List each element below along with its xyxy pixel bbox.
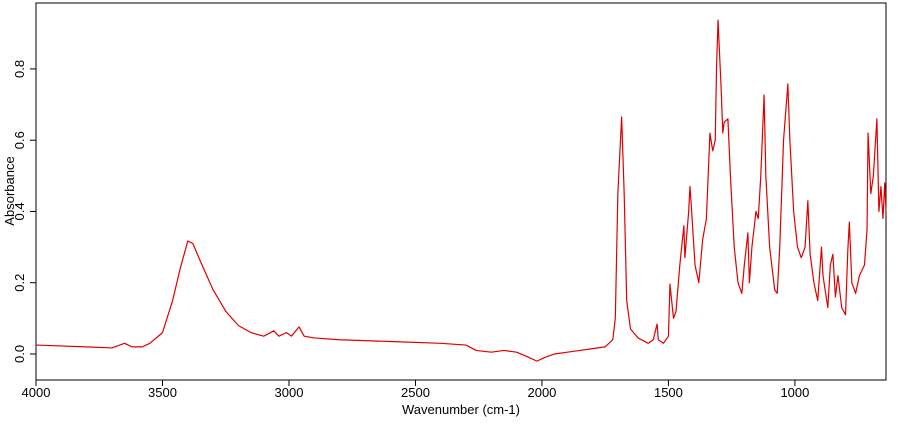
y-axis-label: Absorbance — [2, 156, 17, 225]
x-tick-label: 3000 — [275, 385, 304, 400]
x-tick-label: 1500 — [654, 385, 683, 400]
x-tick-label: 1000 — [780, 385, 809, 400]
y-tick-label: 0.0 — [12, 345, 27, 363]
x-tick-label: 2500 — [401, 385, 430, 400]
y-tick-label: 0.6 — [12, 131, 27, 149]
y-tick-label: 0.2 — [12, 274, 27, 292]
x-tick-label: 3500 — [148, 385, 177, 400]
plot-frame — [35, 2, 887, 381]
y-tick-label: 0.4 — [12, 202, 27, 220]
y-tick-label: 0.8 — [12, 60, 27, 78]
spectrum-line — [35, 19, 887, 362]
x-axis-label: Wavenumber (cm-1) — [402, 402, 520, 417]
x-tick-label: 4000 — [22, 385, 51, 400]
x-tick-label: 2000 — [527, 385, 556, 400]
